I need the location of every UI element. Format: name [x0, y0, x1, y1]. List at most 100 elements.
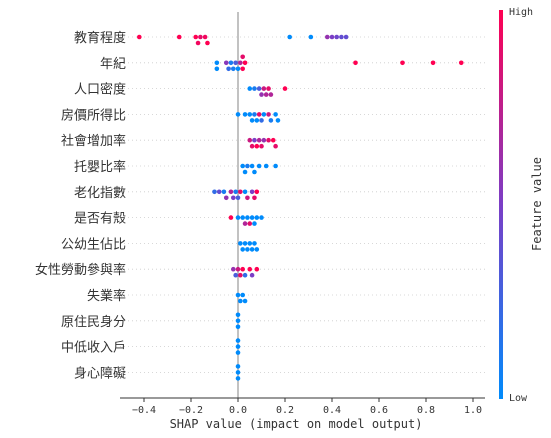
shap-point [233, 60, 238, 66]
shap-point [275, 118, 281, 123]
shap-point [195, 40, 201, 46]
shap-point [247, 221, 253, 226]
shap-point [247, 137, 253, 143]
shap-point [235, 292, 241, 298]
shap-point [256, 163, 262, 169]
shap-point [252, 137, 257, 143]
shap-point [228, 189, 234, 195]
shap-point [240, 215, 245, 220]
shap-point [254, 118, 260, 123]
feature-label: 教育程度 [74, 30, 126, 46]
shap-point [249, 118, 255, 123]
shap-point [221, 189, 227, 195]
shap-point [254, 189, 260, 195]
shap-point [334, 34, 340, 40]
feature-label: 社會增加率 [61, 133, 126, 149]
shap-point [205, 40, 210, 46]
shap-point [282, 86, 288, 91]
shap-point [353, 60, 358, 66]
shap-point [266, 112, 271, 117]
shap-point [235, 344, 241, 349]
shap-point [235, 324, 241, 330]
shap-point [245, 195, 250, 201]
x-tick-label: 0.4 [323, 405, 341, 416]
shap-point [329, 34, 335, 40]
shap-point [247, 266, 253, 272]
shap-point [247, 241, 253, 246]
shap-point [240, 266, 245, 272]
shap-point [235, 215, 241, 220]
shap-point [245, 215, 250, 220]
shap-point [252, 241, 257, 246]
shap-point [308, 34, 314, 40]
feature-label: 中低收入戶 [61, 341, 126, 356]
shap-point [242, 60, 248, 66]
shap-point [325, 34, 330, 40]
shap-point [252, 86, 257, 91]
shap-point [259, 215, 264, 220]
shap-point [339, 34, 344, 40]
feature-label: 原住民身分 [61, 314, 126, 330]
shap-point [400, 60, 405, 66]
shap-point [254, 266, 260, 272]
shap-point [259, 143, 264, 149]
shap-point [245, 247, 250, 252]
shap-point [212, 189, 217, 195]
shap-point [240, 247, 245, 252]
shap-point [273, 163, 278, 169]
shap-point [263, 163, 269, 169]
colorbar: High Low Feature value [499, 7, 544, 404]
shap-point [235, 266, 241, 272]
shap-point [228, 60, 234, 66]
x-tick-label: 0.0 [229, 405, 247, 416]
shap-point [287, 34, 293, 40]
shap-point [268, 118, 274, 123]
shap-point [242, 221, 248, 226]
x-tick-label: −0.2 [179, 405, 203, 416]
shap-point [256, 86, 262, 91]
shap-point [247, 86, 253, 91]
shap-point [256, 137, 262, 143]
feature-label: 托嬰比率 [74, 159, 126, 175]
shap-point [268, 92, 274, 97]
shap-point [270, 137, 276, 143]
shap-point [252, 112, 257, 117]
shap-point [240, 163, 245, 169]
shap-point [252, 221, 257, 226]
shap-point [240, 54, 245, 60]
x-axis-title: SHAP value (impact on model output) [170, 417, 423, 431]
shap-point [226, 66, 231, 72]
shap-point [137, 34, 142, 40]
shap-point [240, 292, 245, 298]
shap-point [214, 66, 220, 72]
shap-point [259, 92, 264, 97]
shap-point [233, 189, 238, 195]
shap-point [261, 86, 267, 91]
shap-point [273, 143, 278, 149]
shap-point [343, 34, 349, 40]
shap-point [273, 112, 278, 117]
shap-point [242, 189, 248, 195]
shap-point [242, 241, 248, 246]
shap-point [252, 195, 257, 201]
x-tick-label: −0.4 [132, 405, 156, 416]
shap-point [233, 272, 238, 278]
shap-point [235, 66, 241, 72]
feature-label: 身心障礙 [74, 365, 126, 381]
shap-point [249, 143, 255, 149]
x-tick-label: 0.6 [370, 405, 388, 416]
shap-point [242, 112, 248, 117]
shap-point [235, 318, 241, 324]
shap-point [235, 338, 241, 343]
shap-point [263, 92, 269, 97]
colorbar-high-label: High [509, 7, 533, 18]
shap-point [193, 34, 198, 40]
shap-point [266, 137, 271, 143]
shap-point [231, 195, 236, 201]
feature-label: 女性勞動參與率 [35, 262, 126, 278]
shap-point [430, 60, 436, 66]
shap-point [249, 272, 255, 278]
x-tick-label: 0.2 [276, 405, 294, 416]
feature-rows: 教育程度年紀人口密度房價所得比社會增加率托嬰比率老化指數是否有殼公幼生佔比女性勞… [35, 12, 485, 398]
